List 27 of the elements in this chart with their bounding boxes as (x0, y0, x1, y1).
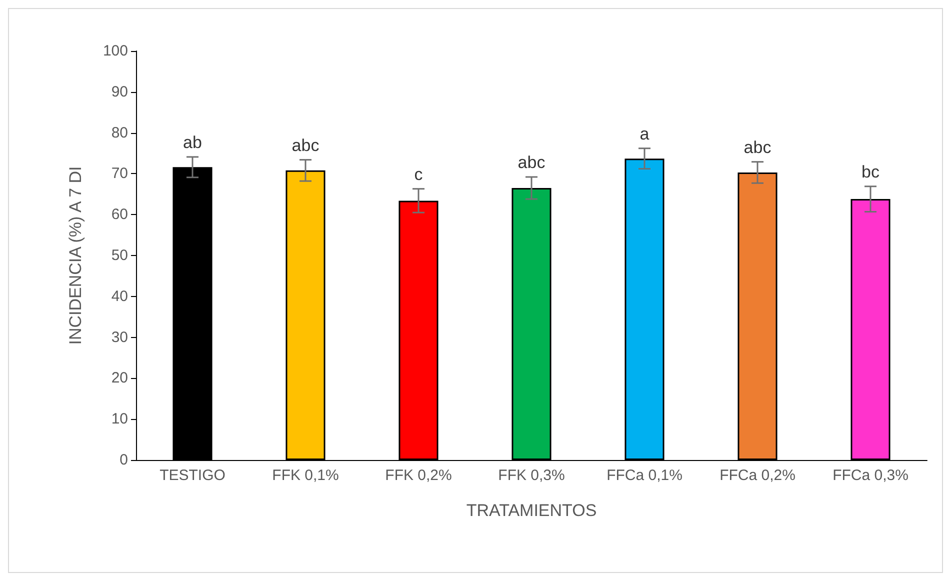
y-tick-label: 60 (111, 206, 128, 224)
annotation: a (640, 124, 650, 144)
x-axis-title: TRATAMIENTOS (466, 501, 597, 520)
annotation: abc (744, 138, 772, 157)
x-tick-label: FFK 0,2% (385, 467, 452, 484)
y-tick-label: 50 (111, 247, 128, 264)
x-tick-label: FFK 0,1% (272, 467, 339, 484)
annotation: c (414, 164, 424, 184)
y-tick-label: 0 (120, 452, 128, 468)
y-axis-title: INCIDENCIA (%) A 7 DI (66, 166, 85, 345)
y-tick-label: 10 (111, 410, 128, 428)
y-tick-label: 100 (102, 42, 128, 60)
y-tick-label: 70 (111, 165, 128, 182)
annotation: bc (862, 162, 880, 182)
x-tick-label: FFCa 0,1% (606, 467, 682, 484)
x-tick-label: TESTIGO (160, 467, 226, 484)
annotation: abc (292, 136, 320, 155)
annotation: abc (518, 152, 546, 172)
x-tick-label: FFCa 0,3% (832, 467, 908, 484)
annotation: ab (183, 132, 202, 152)
x-tick-label: FFK 0,3% (498, 467, 565, 484)
x-tick-label: FFCa 0,2% (720, 467, 796, 484)
y-tick-label: 90 (111, 83, 128, 100)
y-tick-label: 80 (111, 124, 128, 142)
y-tick-label: 40 (111, 288, 128, 305)
y-tick-label: 20 (111, 370, 128, 387)
y-tick-label: 30 (111, 328, 128, 346)
